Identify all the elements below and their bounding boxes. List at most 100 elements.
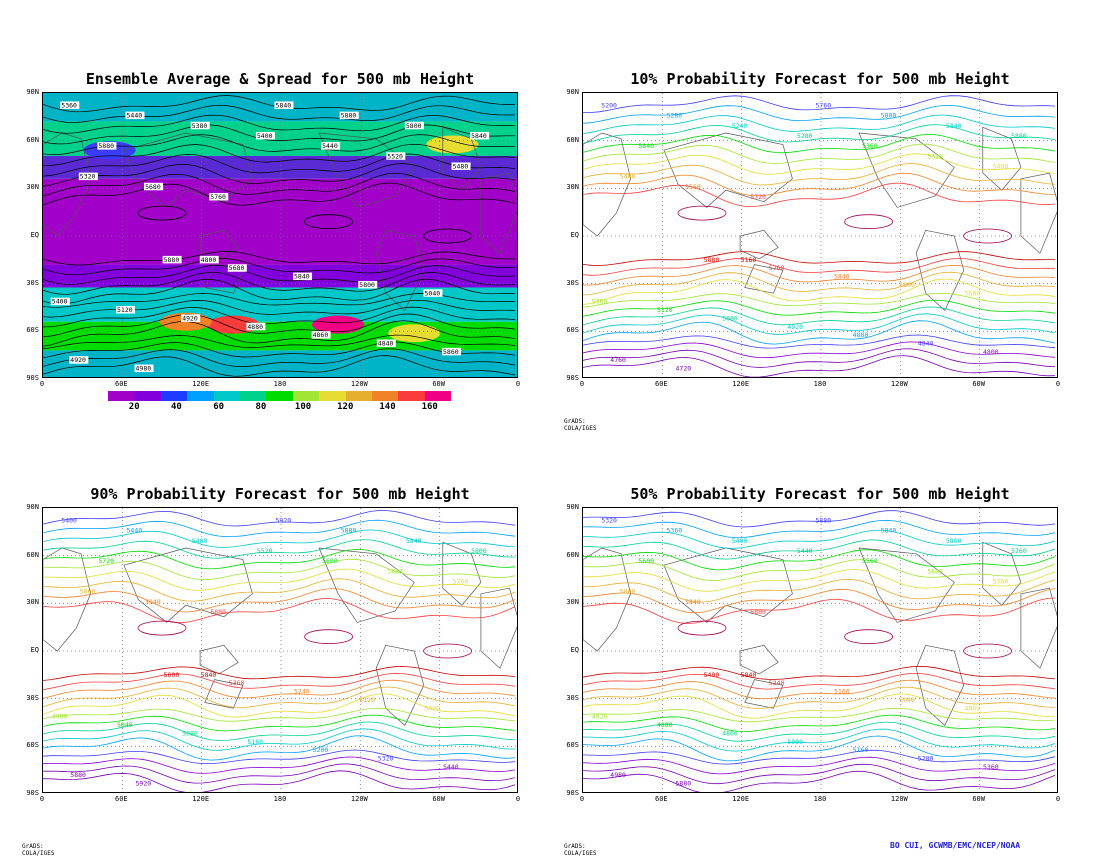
contour-label-bg xyxy=(115,306,135,314)
contour-label-bg xyxy=(404,121,424,130)
contour-line xyxy=(43,756,516,774)
contour-line xyxy=(43,271,516,295)
contour-label: 5120 xyxy=(117,306,133,314)
shading-band xyxy=(43,350,517,377)
contour-label: 5000 xyxy=(787,738,803,746)
contour-label: 5840 xyxy=(638,142,654,150)
contour-label: 4760 xyxy=(610,356,626,364)
contour-label: 4920 xyxy=(70,356,86,364)
contour-line xyxy=(43,153,516,177)
contour-line xyxy=(583,588,1056,614)
contour-line xyxy=(583,693,1056,719)
contour-line xyxy=(583,278,1056,305)
contour-label: 4880 xyxy=(657,721,673,729)
contour-label: 5080 xyxy=(722,314,738,322)
lon-label: 60E xyxy=(115,380,128,388)
coastline xyxy=(583,547,631,652)
contour-line xyxy=(43,529,516,548)
colorbar-swatch xyxy=(108,391,135,401)
contour-label-bg xyxy=(209,192,229,201)
coastline xyxy=(43,547,91,652)
contour-line xyxy=(583,153,1056,175)
contour-label: 4920 xyxy=(182,314,198,322)
contour-label: 5120 xyxy=(657,306,673,314)
contour-label: 5360 xyxy=(983,763,999,771)
contour-line xyxy=(583,686,1056,709)
credit-text: BO CUI, GCWMB/EMC/NCEP/NOAA xyxy=(890,841,1021,850)
contour-line xyxy=(583,251,1055,266)
contour-line xyxy=(43,693,516,718)
contour-label: 5440 xyxy=(127,527,143,535)
coastline xyxy=(480,172,517,254)
lat-label: 60S xyxy=(26,741,39,750)
lon-label: 180 xyxy=(273,795,287,803)
contour-label: 5680 xyxy=(229,264,245,272)
contour-line xyxy=(43,588,516,613)
contour-label: 4980 xyxy=(610,771,626,779)
contour-line xyxy=(43,163,516,187)
contour-label: 5920 xyxy=(136,780,152,788)
contour-label-bg xyxy=(60,101,80,109)
contour-line xyxy=(43,251,516,266)
contour-line xyxy=(43,258,516,276)
contour-closed xyxy=(677,205,727,221)
lat-label: 30N xyxy=(26,598,39,607)
contour-label: 5320 xyxy=(927,152,943,160)
lat-label: 60N xyxy=(566,550,579,559)
coastline xyxy=(858,547,955,623)
contour-label-bg xyxy=(199,255,219,264)
lat-label: 30N xyxy=(566,183,579,192)
contour-label-bg xyxy=(470,131,490,140)
contour-label: 5360 xyxy=(862,142,878,150)
lon-label: 120E xyxy=(192,380,210,388)
lon-label: 0 xyxy=(515,380,521,388)
contour-line xyxy=(583,133,1056,154)
lon-label: 120E xyxy=(732,795,750,803)
contour-label: 4840 xyxy=(378,340,394,348)
coastline xyxy=(1020,172,1057,254)
contour-label: 5880 xyxy=(1011,132,1027,140)
contour-label-bg xyxy=(144,182,164,191)
lat-label: 90N xyxy=(26,88,39,96)
contour-line xyxy=(43,313,516,338)
map-plot-contours: 5200 5280 5240 5280 5360 5320 5400 5480 5560 5720… xyxy=(582,92,1058,378)
contour-label: 5160 xyxy=(834,688,850,696)
contour-label: 5920 xyxy=(276,516,292,524)
lat-label: 90N xyxy=(566,503,579,511)
colorbar-swatch xyxy=(345,391,372,401)
lat-label: 30S xyxy=(26,693,39,702)
lat-label: 60S xyxy=(26,326,39,335)
lat-label: EQ xyxy=(30,646,39,654)
contour-line xyxy=(583,258,1056,276)
contour-label: 5880 xyxy=(341,527,357,535)
contour-line xyxy=(583,114,1056,134)
lat-label: 60N xyxy=(26,550,39,559)
contour-line xyxy=(43,549,516,570)
contour-label: 5120 xyxy=(359,696,375,704)
contour-line xyxy=(43,770,516,792)
coastline xyxy=(318,547,415,623)
contour-label: 5360 xyxy=(61,101,77,109)
contour-label: 5440 xyxy=(127,112,143,120)
contour-label: 5760 xyxy=(816,101,832,109)
contour-label: 5360 xyxy=(667,527,683,535)
panel-title: Ensemble Average & Spread for 500 mb Hei… xyxy=(85,70,475,88)
coastline xyxy=(1020,587,1057,669)
lon-label: 60W xyxy=(972,380,985,388)
colorbar-tick-label: 140 xyxy=(379,402,396,412)
coastline xyxy=(375,229,425,311)
contour-label: 5240 xyxy=(732,122,748,130)
panel-title: 90% Probability Forecast for 500 mb Heig… xyxy=(90,485,470,503)
contour-line xyxy=(583,348,1056,368)
contour-line xyxy=(583,665,1056,680)
coastline xyxy=(318,132,415,208)
contour-label: 5400 xyxy=(257,132,273,140)
contour-line xyxy=(43,539,516,559)
contour-label-bg xyxy=(181,314,201,322)
contour-label: 5840 xyxy=(406,537,422,545)
contour-label-bg xyxy=(442,347,462,356)
shading-band xyxy=(43,264,517,288)
contour-label: 4840 xyxy=(918,340,934,348)
lat-label: 90S xyxy=(26,374,39,382)
contour-label: 5040 xyxy=(899,696,915,704)
